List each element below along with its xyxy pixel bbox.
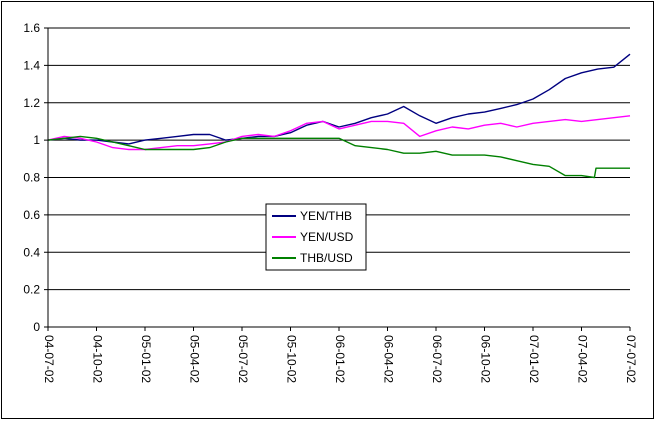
y-tick-label: 1.6 [23,21,40,35]
x-tick-label: 05-01-02 [139,335,153,383]
y-axis-ticks: 0 0.2 0.4 0.6 0.8 1 1.2 1.4 1.6 [23,21,48,334]
x-tick-label: 05-07-02 [236,335,250,383]
series-line-yen-thb [47,53,631,145]
x-tick-label: 06-01-02 [333,335,347,383]
x-tick-label: 05-04-02 [187,335,201,383]
x-tick-label: 06-10-02 [478,335,492,383]
y-tick-label: 0.8 [23,171,40,185]
y-tick-label: 0.4 [23,245,40,259]
legend-label: YEN/USD [300,230,354,244]
series-lines [47,53,631,179]
y-tick-label: 0 [33,320,40,334]
x-tick-label: 06-04-02 [381,335,395,383]
x-axis-ticks: 04-07-02 04-10-02 05-01-02 05-04-02 05-07-02… [42,327,638,383]
x-tick-label: 04-07-02 [42,335,56,383]
legend-label: YEN/THB [300,209,352,223]
legend: YEN/THB YEN/USD THB/USD [265,203,367,271]
y-tick-label: 1.2 [23,96,40,110]
y-tick-label: 1 [33,133,40,147]
y-tick-label: 1.4 [23,58,40,72]
y-tick-label: 0.2 [23,283,40,297]
y-tick-label: 0.6 [23,208,40,222]
x-tick-label: 04-10-02 [90,335,104,383]
x-tick-label: 06-07-02 [430,335,444,383]
x-tick-label: 07-04-02 [575,335,589,383]
series-line-thb-usd [47,135,630,179]
x-tick-label: 05-10-02 [284,335,298,383]
x-tick-label: 07-07-02 [624,335,638,383]
x-tick-label: 07-01-02 [527,335,541,383]
legend-label: THB/USD [300,251,353,265]
